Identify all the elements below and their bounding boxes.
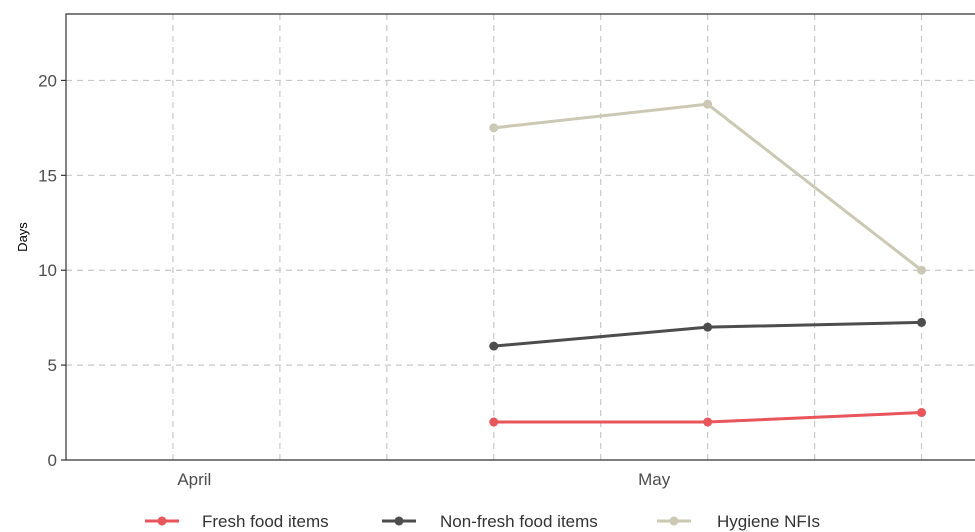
y-tick-label: 15: [38, 166, 57, 185]
data-point: [917, 265, 927, 275]
data-point: [703, 417, 713, 427]
data-point: [917, 408, 927, 418]
data-point: [917, 317, 927, 327]
data-point: [703, 322, 713, 332]
data-point: [703, 99, 713, 109]
y-tick-label: 20: [38, 71, 57, 90]
x-tick-label: May: [638, 470, 671, 489]
series-lines: [489, 99, 927, 427]
y-tick-label: 0: [48, 451, 57, 470]
axes: 0 5 10 15 20 April May Days: [15, 13, 975, 489]
y-tick-label: 10: [38, 261, 57, 280]
y-tick-label: 5: [48, 356, 57, 375]
legend-key-point: [394, 516, 404, 526]
grid-lines: [66, 14, 975, 460]
data-point: [489, 123, 499, 133]
legend-key-point: [157, 516, 167, 526]
x-tick-label: April: [177, 470, 211, 489]
data-point: [489, 341, 499, 351]
data-point: [489, 417, 499, 427]
legend-key-point: [669, 516, 679, 526]
legend-label: Non-fresh food items: [440, 512, 598, 531]
panel-border: [65, 13, 975, 461]
legend-label: Fresh food items: [202, 512, 329, 531]
y-axis-title: Days: [15, 222, 30, 252]
legend: Fresh food items Non-fresh food items Hygi…: [145, 512, 820, 531]
legend-label: Hygiene NFIs: [717, 512, 820, 531]
